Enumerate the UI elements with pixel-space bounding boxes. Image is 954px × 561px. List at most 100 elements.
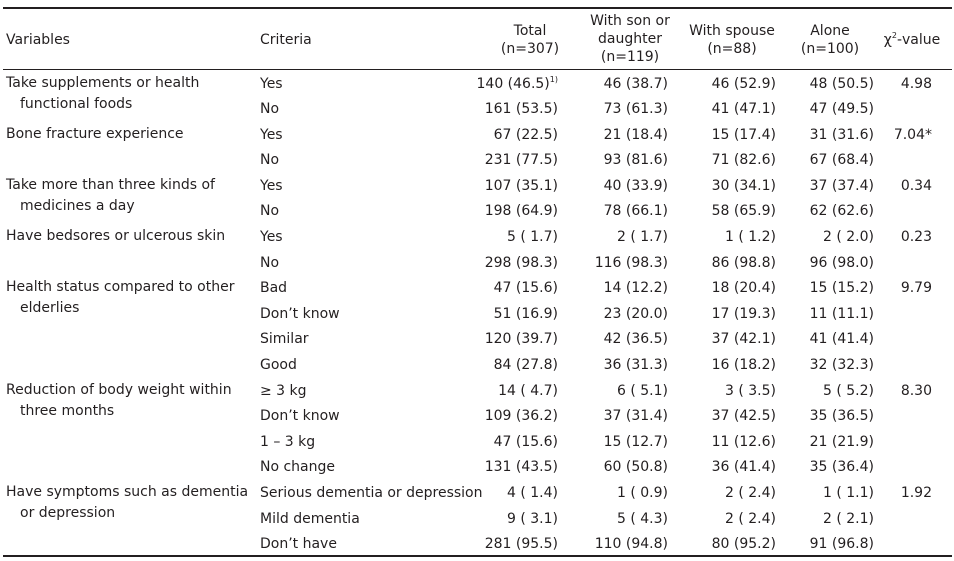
variable-label: Health status compared to other elderlies [6,277,256,316]
total-cell: 120 (39.7) [440,328,558,350]
total-value: 109 (36.2) [484,408,558,424]
criteria-cell: Similar [260,331,309,347]
alone-cell: 62 (62.6) [809,203,874,219]
header-son-daughter: With son or daughter (n=119) [574,10,686,68]
spouse-cell: 58 (65.9) [711,203,776,219]
header-variables-text: Variables [6,32,70,48]
table-bottom-rule [3,555,952,557]
total-cell: 67 (22.5) [440,124,558,146]
chi-square-value: 4.98 [900,76,932,92]
total-value: 9 ( 3.1) [507,511,558,527]
son-daughter-cell: 40 (33.9) [603,178,668,194]
son-daughter-cell: 46 (38.7) [603,76,668,92]
variable-label-line1: Have bedsores or ulcerous skin [6,228,226,244]
header-total-line1: Total [513,23,547,39]
son-daughter-cell: 6 ( 5.1) [617,383,668,399]
alone-cell: 47 (49.5) [809,101,874,117]
total-cell: 47 (15.6) [440,431,558,453]
criteria-cell: Mild dementia [260,511,360,527]
son-daughter-cell: 36 (31.3) [603,357,668,373]
variable-label-line2: or depression [20,505,116,521]
criteria-cell: Yes [260,76,283,92]
criteria-cell: No [260,152,280,168]
criteria-cell: Bad [260,280,288,296]
header-chi-square: χ2-value [872,18,952,62]
criteria-cell: No [260,255,280,271]
total-cell: 109 (36.2) [440,405,558,427]
total-cell: 231 (77.5) [440,149,558,171]
total-cell: 14 ( 4.7) [440,380,558,402]
criteria-cell: Yes [260,178,283,194]
total-cell: 84 (27.8) [440,354,558,376]
total-cell: 4 ( 1.4) [440,482,558,504]
spouse-cell: 2 ( 2.4) [725,485,776,501]
variable-label-line2: three months [20,403,115,419]
variable-label: Take supplements or health functional foo… [6,73,256,112]
header-alone-line1: Alone [810,23,850,39]
header-son-line1: With son or [590,13,670,29]
variable-label-line1: Take more than three kinds of [6,177,215,193]
variable-label: Have bedsores or ulcerous skin [6,226,256,248]
variable-label-line1: Have symptoms such as dementia [6,484,249,500]
spouse-cell: 15 (17.4) [711,127,776,143]
criteria-cell: Don’t have [260,536,337,552]
header-spouse-line2: (n=88) [707,41,757,57]
criteria-cell: No change [260,459,336,475]
son-daughter-cell: 15 (12.7) [603,434,668,450]
chi-square-value: 9.79 [900,280,932,296]
criteria-cell: Good [260,357,297,373]
chi-square-value: 8.30 [900,383,932,399]
alone-cell: 67 (68.4) [809,152,874,168]
header-chi-symbol: χ [883,32,892,48]
alone-cell: 37 (37.4) [809,178,874,194]
total-value: 67 (22.5) [493,127,558,143]
header-chi-superscript: 2 [891,31,897,40]
alone-cell: 91 (96.8) [809,536,874,552]
total-value: 84 (27.8) [493,357,558,373]
criteria-cell: 1 – 3 kg [260,434,316,450]
son-daughter-cell: 14 (12.2) [603,280,668,296]
criteria-cell: Don’t know [260,408,340,424]
chi-square-value: 1.92 [900,485,932,501]
total-value: 140 (46.5) [476,76,550,92]
variable-label: Take more than three kinds of medicines a… [6,175,256,214]
total-cell: 107 (35.1) [440,175,558,197]
total-value: 107 (35.1) [484,178,558,194]
total-value: 231 (77.5) [484,152,558,168]
header-variables: Variables [6,18,206,62]
header-total: Total (n=307) [480,18,580,62]
alone-cell: 21 (21.9) [809,434,874,450]
header-criteria-text: Criteria [260,32,312,48]
chi-square-value: 7.04* [893,127,932,143]
total-value: 51 (16.9) [493,306,558,322]
variable-label: Bone fracture experience [6,124,256,146]
spouse-cell: 86 (98.8) [711,255,776,271]
variable-label: Reduction of body weight within three mon… [6,380,256,419]
total-cell: 51 (16.9) [440,303,558,325]
table-top-rule [3,7,952,9]
alone-cell: 2 ( 2.1) [823,511,874,527]
criteria-cell: No [260,101,280,117]
alone-cell: 5 ( 5.2) [823,383,874,399]
son-daughter-cell: 73 (61.3) [603,101,668,117]
variable-label-line2: functional foods [20,96,133,112]
header-criteria: Criteria [260,18,460,62]
total-cell: 298 (98.3) [440,252,558,274]
son-daughter-cell: 42 (36.5) [603,331,668,347]
total-value: 4 ( 1.4) [507,485,558,501]
spouse-cell: 1 ( 1.2) [725,229,776,245]
alone-cell: 96 (98.0) [809,255,874,271]
variable-label-line1: Reduction of body weight within [6,382,232,398]
alone-cell: 32 (32.3) [809,357,874,373]
criteria-cell: Yes [260,127,283,143]
criteria-cell: Don’t know [260,306,340,322]
son-daughter-cell: 2 ( 1.7) [617,229,668,245]
alone-cell: 15 (15.2) [809,280,874,296]
header-total-line2: (n=307) [500,41,560,57]
total-value: 161 (53.5) [484,101,558,117]
spouse-cell: 80 (95.2) [711,536,776,552]
total-cell: 281 (95.5) [440,533,558,555]
total-value: 198 (64.9) [484,203,558,219]
total-cell: 9 ( 3.1) [440,508,558,530]
